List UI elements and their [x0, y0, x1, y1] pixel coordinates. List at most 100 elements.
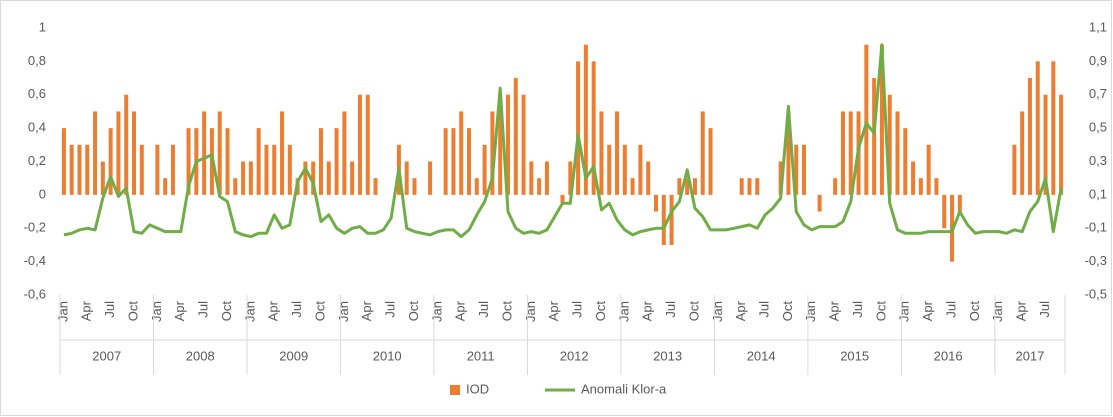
legend-label: IOD: [466, 381, 489, 396]
bar: [77, 144, 82, 195]
bar: [412, 178, 417, 195]
x-tick-label: Jan: [710, 301, 725, 322]
bar: [1035, 61, 1040, 195]
year-label: 2012: [560, 348, 589, 363]
legend-swatch: [450, 385, 460, 395]
bar: [622, 144, 627, 195]
y2-tick-label: 0,3: [1089, 153, 1107, 168]
x-tick-label: Jan: [990, 301, 1005, 322]
bar: [638, 144, 643, 195]
x-tick-label: Jan: [897, 301, 912, 322]
x-tick-label: Oct: [499, 301, 514, 322]
bar: [482, 144, 487, 195]
bar: [155, 144, 160, 195]
y2-tick-label: 0,7: [1089, 86, 1107, 101]
x-tick-label: Jan: [803, 301, 818, 322]
bar: [100, 161, 105, 195]
bar: [248, 161, 253, 195]
x-tick-label: Jul: [383, 301, 398, 318]
x-tick-label: Jul: [756, 301, 771, 318]
x-tick-label: Apr: [79, 300, 94, 321]
x-tick-label: Apr: [359, 300, 374, 321]
bar: [318, 128, 323, 195]
bar: [669, 194, 674, 245]
bar: [124, 94, 129, 195]
bar: [615, 111, 620, 195]
bar: [802, 144, 807, 195]
bar: [404, 161, 409, 195]
bar: [903, 128, 908, 195]
bar: [599, 111, 604, 195]
bar: [202, 111, 207, 195]
y2-tick-label: 0,9: [1089, 53, 1107, 68]
bar: [747, 178, 752, 195]
bar: [887, 94, 892, 195]
bar: [653, 194, 658, 212]
bar: [607, 144, 612, 195]
x-tick-label: Jul: [570, 301, 585, 318]
y-tick-label: 1: [39, 19, 46, 34]
bar: [1020, 111, 1025, 195]
bar: [794, 144, 799, 195]
bar: [1059, 94, 1064, 195]
x-tick-label: Jul: [663, 301, 678, 318]
year-label: 2011: [467, 348, 495, 363]
bar: [490, 111, 495, 195]
bar: [428, 161, 433, 195]
x-tick-label: Jul: [289, 301, 304, 318]
x-tick-label: Oct: [686, 301, 701, 322]
x-tick-label: Jan: [336, 301, 351, 322]
x-tick-label: Apr: [827, 300, 842, 321]
bar: [786, 111, 791, 195]
year-label: 2016: [934, 348, 963, 363]
bar: [170, 144, 175, 195]
x-tick-label: Jan: [429, 301, 444, 322]
bar: [342, 111, 347, 195]
y-tick-label: 0: [39, 186, 46, 201]
y-tick-label: 0,8: [28, 53, 46, 68]
y2-tick-label: -0,5: [1085, 286, 1107, 301]
bar: [1012, 144, 1017, 195]
line: [63, 43, 1063, 239]
bar: [272, 144, 277, 195]
year-label: 2009: [279, 348, 308, 363]
bar: [685, 178, 690, 195]
bar: [139, 144, 144, 195]
bar: [513, 78, 518, 195]
y-tick-label: -0,6: [24, 286, 46, 301]
bar: [918, 178, 923, 195]
bar: [700, 111, 705, 195]
y-tick-label: -0,2: [24, 220, 46, 235]
x-tick-label: Apr: [920, 300, 935, 321]
x-tick-label: Jul: [1037, 301, 1052, 318]
bar: [459, 111, 464, 195]
bar: [264, 144, 269, 195]
y2-tick-label: -0,3: [1085, 253, 1107, 268]
bar: [646, 161, 651, 195]
y2-tick-label: 0,5: [1089, 120, 1107, 135]
bar: [739, 178, 744, 195]
y2-tick-label: -0,1: [1085, 220, 1107, 235]
bar: [467, 128, 472, 195]
bar: [225, 128, 230, 195]
x-tick-label: Jul: [943, 301, 958, 318]
bar: [498, 94, 503, 195]
year-label: 2007: [92, 348, 121, 363]
x-tick-label: Jul: [850, 301, 865, 318]
x-tick-label: Apr: [266, 300, 281, 321]
bar: [926, 144, 931, 195]
x-tick-label: Jul: [476, 301, 491, 318]
x-tick-label: Oct: [967, 301, 982, 322]
bar: [334, 128, 339, 195]
bar: [817, 194, 822, 212]
bar: [661, 194, 666, 245]
bar: [560, 194, 565, 204]
bar: [957, 194, 962, 212]
bar: [895, 111, 900, 195]
bar: [116, 111, 121, 195]
bar: [163, 178, 168, 195]
bar: [529, 161, 534, 195]
bar: [708, 128, 713, 195]
y2-tick-label: 1,1: [1089, 19, 1107, 34]
bar: [934, 178, 939, 195]
